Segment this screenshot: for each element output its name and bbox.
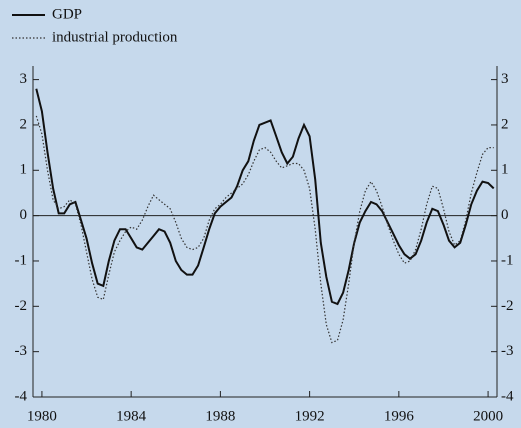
x-tick-label: 1984 [116,408,147,424]
y2-tick-label: 1 [501,162,509,178]
y2-tick-label: -3 [501,343,514,359]
line-solid [35,88,495,306]
legend-label: GDP [52,6,82,22]
y-tick-label: -1 [15,252,28,268]
x-tick-label: 2000 [473,408,503,424]
y2-tick-label: -4 [501,388,514,404]
y2-tick-label: -2 [501,298,514,314]
y2-tick-label: 2 [501,116,509,132]
y-tick-label: 2 [20,116,28,132]
y-tick-label: 3 [20,71,28,87]
line-dotted [35,115,494,344]
legend-label: industrial production [52,29,178,45]
y-tick-label: -3 [15,343,28,359]
y2-tick-label: -1 [501,252,514,268]
x-tick-label: 1996 [384,408,415,424]
y2-tick-label: 0 [501,207,509,223]
y-tick-label: -4 [15,388,28,404]
y-tick-label: -2 [15,298,28,314]
y-tick-label: 0 [20,207,28,223]
x-tick-label: 1980 [27,408,57,424]
x-tick-label: 1988 [205,408,235,424]
y2-tick-label: 3 [501,71,509,87]
y-tick-label: 1 [20,162,28,178]
x-tick-label: 1992 [295,408,325,424]
